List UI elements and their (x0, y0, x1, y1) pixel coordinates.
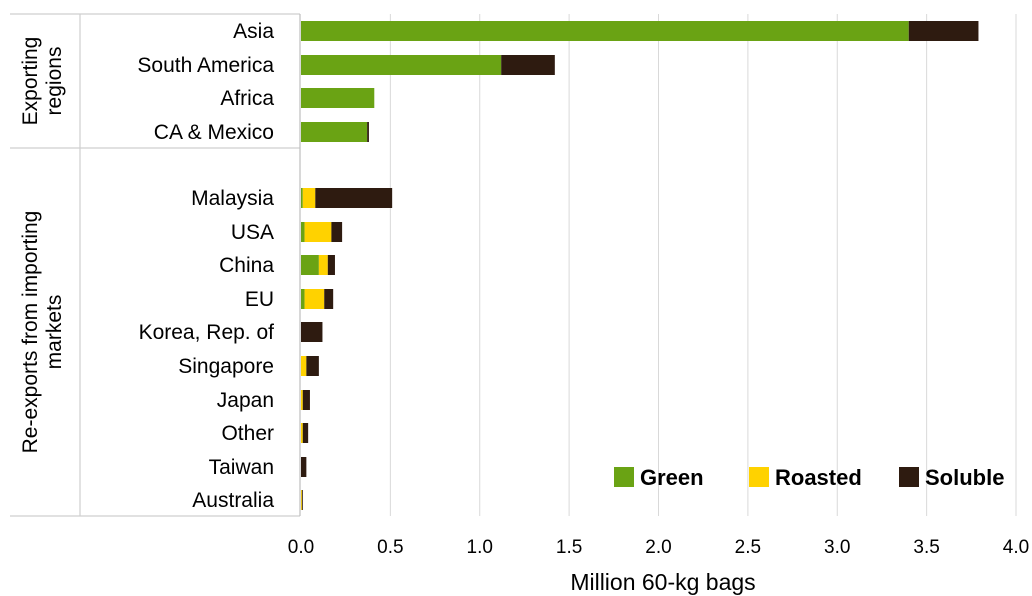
x-tick-label: 4.0 (1003, 537, 1029, 558)
bar-africa-green (301, 88, 375, 108)
legend-label-roasted: Roasted (775, 465, 862, 490)
bar-asia-green (301, 21, 909, 41)
category-label-other: Other (221, 422, 274, 445)
bar-eu-green (301, 289, 305, 309)
category-label-eu: EU (245, 288, 274, 311)
x-tick-label: 0.5 (377, 537, 403, 558)
x-tick-label: 3.5 (913, 537, 939, 558)
bar-australia-soluble (301, 490, 303, 510)
bar-taiwan-soluble (301, 457, 307, 477)
group-label-exporting-regions: Exportingregions (19, 37, 66, 126)
bar-ca-mexico-soluble (367, 122, 369, 142)
bar-south-america-soluble (501, 55, 555, 75)
bar-asia-soluble (908, 21, 979, 41)
x-tick-label: 1.0 (467, 537, 493, 558)
grid-lines (389, 14, 1017, 516)
category-label-taiwan: Taiwan (209, 456, 274, 479)
bar-malaysia-roasted (302, 188, 316, 208)
group-labels: Exportingregions Re-exports from importi… (19, 37, 66, 454)
category-labels: Asia South America Africa CA & Mexico Malays… (137, 20, 274, 512)
category-label-malaysia: Malaysia (191, 187, 274, 210)
bar-eu-roasted (304, 289, 325, 309)
bar-singapore-roasted (301, 356, 307, 376)
x-tick-label: 0.0 (288, 537, 314, 558)
group-label-frame (10, 13, 301, 517)
category-label-asia: Asia (233, 20, 274, 43)
category-label-japan: Japan (217, 389, 274, 412)
bar-japan-roasted (301, 390, 303, 410)
bar-korea-rep-of-soluble (301, 322, 323, 342)
bar-other-roasted (301, 423, 303, 443)
category-label-africa: Africa (220, 87, 274, 110)
group-label-re-exports: Re-exports from importingmarkets (19, 211, 66, 454)
x-tick-label: 3.0 (824, 537, 850, 558)
bar-usa-green (301, 222, 305, 242)
category-label-usa: USA (231, 221, 274, 244)
legend-label-soluble: Soluble (925, 465, 1004, 490)
bar-usa-roasted (304, 222, 332, 242)
bar-china-roasted (318, 255, 328, 275)
x-tick-label: 2.5 (735, 537, 761, 558)
bar-china-soluble (327, 255, 335, 275)
x-tick-label: 2.0 (645, 537, 671, 558)
legend-swatch-green (614, 467, 634, 487)
category-label-ca-mexico: CA & Mexico (154, 121, 274, 144)
bar-malaysia-soluble (315, 188, 393, 208)
category-label-australia: Australia (192, 489, 274, 512)
bar-usa-soluble (331, 222, 343, 242)
x-tick-labels: 0.0 0.5 1.0 1.5 2.0 2.5 3.0 3.5 4.0 (288, 537, 1029, 558)
bar-eu-soluble (324, 289, 334, 309)
legend-swatch-soluble (899, 467, 919, 487)
legend-swatch-roasted (749, 467, 769, 487)
legend: Green Roasted Soluble (614, 465, 1004, 490)
bar-south-america-green (301, 55, 502, 75)
x-tick-label: 1.5 (556, 537, 582, 558)
bar-other-soluble (302, 423, 309, 443)
bar-australia-roasted (301, 490, 302, 510)
category-label-south-america: South America (137, 54, 274, 77)
bar-ca-mexico-green (301, 122, 368, 142)
bars (301, 21, 979, 510)
bar-china-green (301, 255, 319, 275)
bar-malaysia-green (301, 188, 303, 208)
bar-singapore-soluble (306, 356, 319, 376)
category-label-china: China (219, 254, 274, 277)
category-label-korea-rep-of: Korea, Rep. of (139, 321, 275, 344)
bar-japan-soluble (302, 390, 310, 410)
category-label-singapore: Singapore (178, 355, 274, 378)
legend-label-green: Green (640, 465, 704, 490)
x-axis-label: Million 60-kg bags (570, 569, 755, 595)
